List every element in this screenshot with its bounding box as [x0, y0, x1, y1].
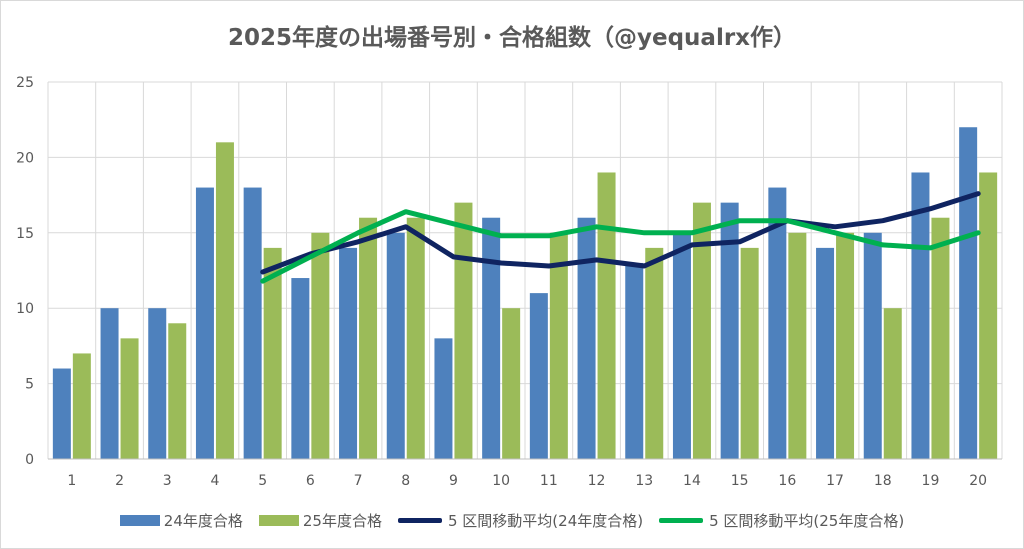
- bar-series0: [863, 232, 882, 459]
- bar-series0: [911, 172, 930, 460]
- legend-label-24-ma: 5 区間移動平均(24年度合格): [447, 511, 644, 530]
- bar-series1: [120, 338, 139, 459]
- y-tick-label: 15: [16, 226, 34, 242]
- bar-series1: [645, 247, 664, 459]
- bar-series1: [311, 232, 330, 459]
- bar-series1: [836, 232, 855, 459]
- bar-series1: [168, 323, 187, 459]
- x-tick-label: 4: [210, 473, 219, 489]
- x-tick-label: 20: [969, 473, 987, 489]
- x-tick-label: 17: [826, 473, 844, 489]
- legend-label-25-ma: 5 区間移動平均(25年度合格): [709, 511, 905, 530]
- bar-series0: [768, 187, 787, 459]
- bar-series1: [740, 247, 759, 459]
- legend-swatch-25-ma: [659, 517, 704, 523]
- x-tick-label: 13: [635, 473, 653, 489]
- chart-legend: 24年度合格 25年度合格 5 区間移動平均(24年度合格) 5 区間移動平均(…: [0, 507, 1024, 533]
- bar-series1: [883, 308, 902, 459]
- bar-series1: [406, 217, 425, 459]
- bar-series1: [263, 247, 282, 459]
- bar-series1: [549, 232, 568, 459]
- x-tick-label: 2: [115, 473, 124, 489]
- bar-series0: [816, 247, 835, 459]
- legend-item-25-ma: 5 区間移動平均(25年度合格): [659, 510, 904, 531]
- chart-title: 2025年度の出場番号別・合格組数（@yequalrx作）: [227, 25, 797, 51]
- bar-series0: [291, 278, 310, 459]
- bar-series0: [195, 187, 214, 459]
- bar-series0: [52, 368, 71, 459]
- bar-series0: [577, 217, 596, 459]
- bar-series0: [339, 247, 358, 459]
- bar-series0: [243, 187, 262, 459]
- y-tick-label: 0: [25, 452, 34, 468]
- bar-series0: [625, 262, 644, 459]
- moving-average-line-series2: [260, 191, 981, 275]
- x-tick-label: 12: [588, 473, 606, 489]
- bar-series1: [72, 353, 91, 459]
- y-tick-label: 10: [16, 301, 34, 317]
- x-tick-label: 11: [540, 473, 558, 489]
- x-tick-label: 5: [258, 473, 267, 489]
- bar-series0: [434, 338, 453, 459]
- bar-series1: [788, 232, 807, 459]
- bar-series1: [979, 172, 998, 460]
- x-tick-label: 7: [354, 473, 363, 489]
- x-tick-label: 10: [492, 473, 510, 489]
- legend-item-24-bar: 24年度合格: [119, 510, 243, 531]
- moving-average-line-series3: [260, 209, 981, 284]
- bar-series0: [720, 202, 739, 459]
- bar-series1: [931, 217, 950, 459]
- legend-label-24-bar: 24年度合格: [163, 511, 243, 530]
- bar-series1: [692, 202, 711, 459]
- bar-series0: [100, 308, 119, 459]
- x-tick-label: 8: [401, 473, 410, 489]
- y-tick-label: 25: [16, 75, 34, 91]
- x-tick-label: 19: [922, 473, 940, 489]
- x-tick-label: 6: [306, 473, 315, 489]
- y-tick-label: 5: [25, 377, 34, 393]
- y-tick-label: 20: [16, 150, 34, 166]
- x-tick-label: 1: [67, 473, 76, 489]
- bar-series1: [502, 308, 521, 459]
- x-tick-label: 9: [449, 473, 458, 489]
- x-tick-label: 14: [683, 473, 701, 489]
- x-tick-label: 15: [731, 473, 749, 489]
- bar-series1: [597, 172, 616, 460]
- bar-series1: [215, 142, 234, 459]
- bar-series0: [148, 308, 167, 459]
- legend-item-24-ma: 5 区間移動平均(24年度合格): [397, 510, 644, 531]
- x-tick-label: 16: [778, 473, 796, 489]
- legend-swatch-25-bar: [258, 514, 299, 526]
- legend-label-25-bar: 25年度合格: [302, 511, 382, 530]
- bar-series1: [454, 202, 473, 459]
- bar-series0: [482, 217, 501, 459]
- bar-series0: [386, 232, 405, 459]
- bar-series0: [672, 232, 691, 459]
- x-tick-label: 18: [874, 473, 892, 489]
- legend-item-25-bar: 25年度合格: [258, 510, 382, 531]
- bar-series1: [359, 217, 378, 459]
- bar-series0: [529, 293, 548, 459]
- legend-swatch-24-ma: [397, 517, 442, 523]
- x-tick-label: 3: [163, 473, 172, 489]
- legend-swatch-24-bar: [119, 514, 160, 526]
- bar-series0: [959, 127, 978, 460]
